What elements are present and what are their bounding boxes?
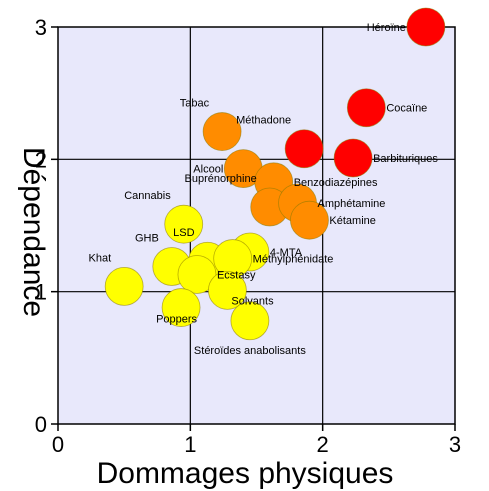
data-labels: Héroïne Cocaïne Barbituriques Méthadone Taba…	[89, 22, 439, 357]
y-tick-label: 2	[35, 147, 47, 172]
data-point	[207, 270, 247, 310]
data-point	[161, 288, 201, 327]
data-label: Alcool	[193, 164, 223, 176]
y-tick-label: 1	[35, 280, 47, 305]
data-label: Méthadone	[236, 115, 291, 127]
data-label: Amphétamine	[318, 198, 386, 210]
data-point	[164, 204, 204, 244]
data-label: Tabac	[180, 98, 210, 110]
data-label: Khat	[89, 252, 112, 264]
plot-frame	[57, 26, 456, 425]
data-label: Cannabis	[124, 190, 171, 202]
data-label: LSD	[173, 227, 194, 239]
data-point	[333, 138, 373, 178]
data-label: Kétamine	[329, 215, 375, 227]
data-label: Méthylphénidate	[253, 254, 334, 266]
data-label: GHB	[135, 233, 159, 245]
data-label: Cocaïne	[386, 103, 427, 115]
x-tick-label: 3	[449, 432, 461, 457]
data-label: Poppers	[156, 314, 197, 326]
data-point	[104, 266, 144, 306]
data-label: Ecstasy	[217, 269, 256, 281]
data-label: 4-MTA	[270, 247, 303, 259]
y-axis-title: Dépendance	[17, 147, 50, 317]
data-points	[104, 7, 446, 341]
x-axis-title: Dommages physiques	[97, 457, 394, 490]
data-point	[177, 255, 217, 294]
data-label: Solvants	[231, 295, 274, 307]
data-point	[284, 129, 324, 169]
y-tick-label: 3	[35, 15, 47, 40]
data-point	[230, 301, 270, 341]
data-point	[406, 7, 446, 47]
data-label: Barbituriques	[373, 153, 438, 165]
data-label: Stéroïdes anabolisants	[194, 345, 306, 357]
data-point	[290, 200, 329, 240]
axis-ticks: 0 1 2 3 0 1 2 3	[35, 15, 461, 457]
x-tick-label: 0	[52, 432, 64, 457]
x-tick-label: 1	[184, 432, 196, 457]
data-point	[346, 88, 386, 128]
data-label: Héroïne	[367, 22, 406, 34]
data-point	[202, 112, 242, 151]
y-tick-label: 0	[35, 412, 47, 437]
x-tick-label: 2	[317, 432, 329, 457]
plot-background	[58, 27, 455, 424]
data-label: Benzodiazépines	[294, 177, 378, 189]
data-label: Buprénorphine	[185, 173, 257, 185]
